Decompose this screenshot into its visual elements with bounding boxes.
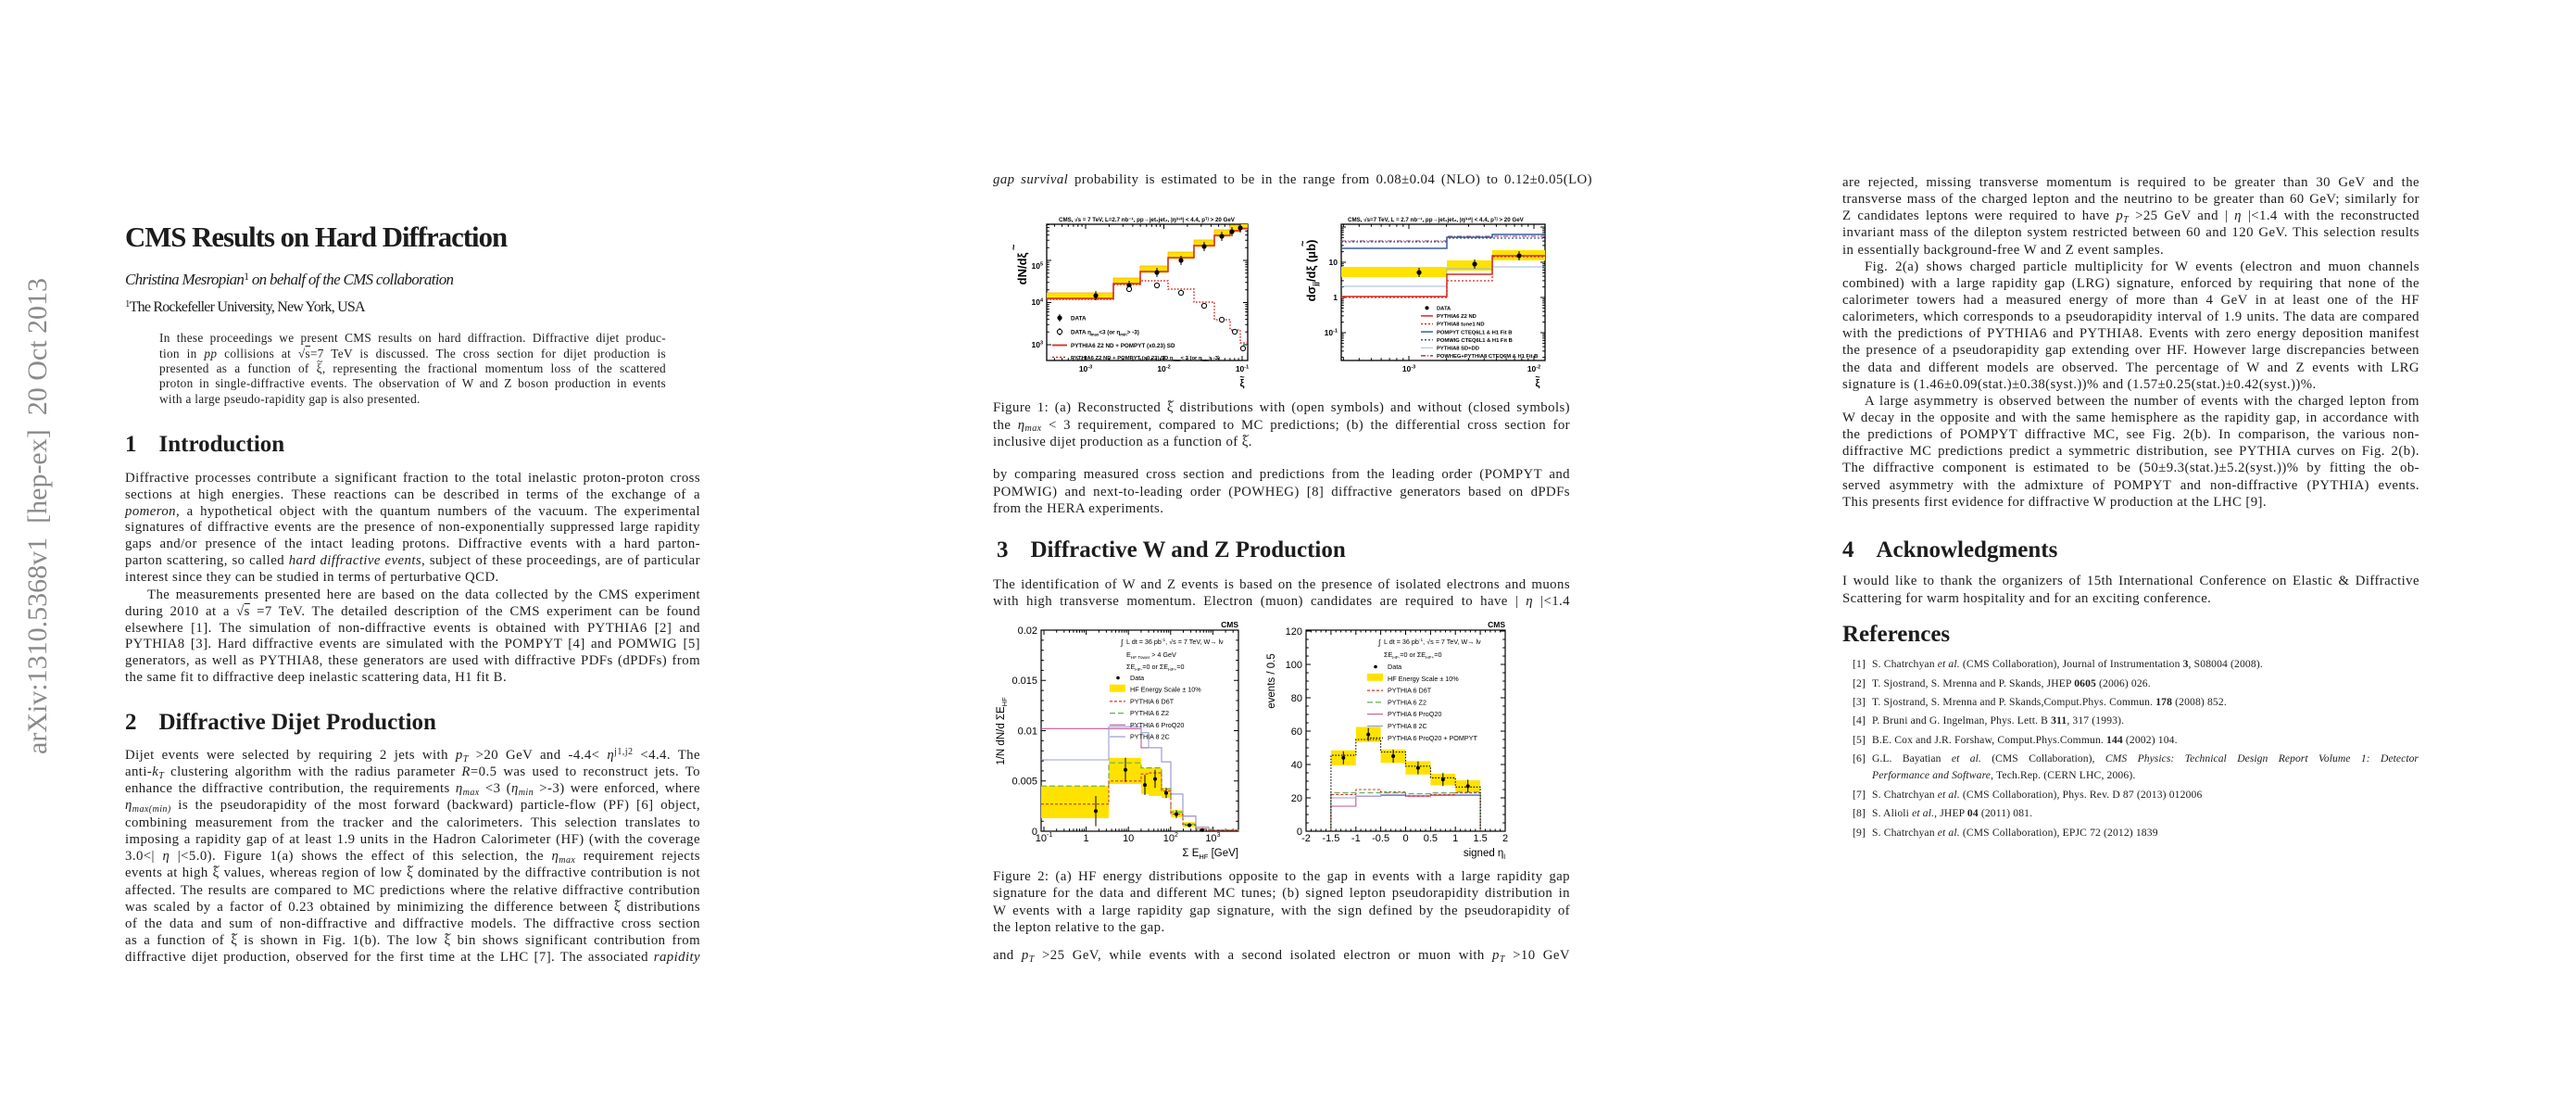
svg-text:POMPYT CTEQ6L1 & H1 Fit B: POMPYT CTEQ6L1 & H1 Fit B	[1437, 330, 1513, 335]
svg-text:POMWIG CTEQ6L1 & H1 Fit B: POMWIG CTEQ6L1 & H1 Fit B	[1437, 338, 1513, 344]
svg-text:0.015: 0.015	[1012, 676, 1037, 687]
svg-text:1: 1	[1452, 833, 1458, 844]
svg-text:-2: -2	[1301, 833, 1311, 844]
svg-text:1/N dN/d ΣEHF: 1/N dN/d ΣEHF	[996, 697, 1009, 765]
svg-text:0.5: 0.5	[1424, 833, 1438, 844]
svg-text:102: 102	[1163, 832, 1178, 844]
svg-text:10: 10	[1123, 833, 1134, 844]
svg-text:ξ: ξ	[1536, 378, 1540, 389]
svg-text:POWHEG+PYTHIA8 CTEQ6M & H1 Fit: POWHEG+PYTHIA8 CTEQ6M & H1 Fit B	[1437, 354, 1538, 360]
svg-text:10-2: 10-2	[1157, 364, 1170, 373]
svg-text:PYTHIA6 Z2 ND: PYTHIA6 Z2 ND	[1437, 314, 1476, 320]
svg-text:PYTHIA8 SD+DD: PYTHIA8 SD+DD	[1437, 347, 1479, 352]
svg-text:40: 40	[1291, 760, 1302, 771]
svg-text:60: 60	[1291, 727, 1302, 738]
svg-text:PYTHIA 6 ProQ20: PYTHIA 6 ProQ20	[1388, 710, 1441, 718]
svg-text:ξ: ξ	[1240, 378, 1245, 389]
svg-text:~: ~	[1239, 373, 1244, 382]
svg-text:0.01: 0.01	[1018, 727, 1037, 738]
svg-text:20: 20	[1291, 793, 1302, 804]
svg-text:0: 0	[1032, 827, 1037, 838]
svg-text:100: 100	[1286, 660, 1302, 671]
svg-text:2: 2	[1502, 833, 1508, 844]
svg-text:signed ηl: signed ηl	[1464, 848, 1505, 861]
svg-text:dσjj/dξ (μb): dσjj/dξ (μb)	[1304, 240, 1320, 302]
svg-text:0.02: 0.02	[1018, 626, 1037, 637]
svg-text:PYTHIA6 Z2 ND + POMPYT (x0.23): PYTHIA6 Z2 ND + POMPYT (x0.23) SD ηmax< …	[1071, 356, 1220, 362]
svg-text:∫: ∫	[1120, 638, 1124, 647]
svg-text:PYTHIA 6 Z2: PYTHIA 6 Z2	[1388, 698, 1426, 706]
svg-text:PYTHIA8 tune1 ND: PYTHIA8 tune1 ND	[1437, 322, 1485, 328]
svg-text:ΣEHF-=0 or ΣEHF+=0: ΣEHF-=0 or ΣEHF+=0	[1384, 651, 1441, 661]
svg-text:PYTHIA 6 ProQ20: PYTHIA 6 ProQ20	[1130, 721, 1184, 729]
svg-text:80: 80	[1291, 693, 1302, 704]
svg-text:-1: -1	[1351, 833, 1361, 844]
svg-text:1.5: 1.5	[1473, 833, 1487, 844]
svg-text:CMS, √s=7 TeV, L = 2.7 nb⁻¹,: CMS, √s=7 TeV, L = 2.7 nb⁻¹, pp→jet₁jet₂…	[1348, 217, 1525, 223]
svg-text:0.005: 0.005	[1012, 777, 1037, 788]
svg-text:1: 1	[1084, 833, 1089, 844]
svg-text:HF Energy Scale ± 10%: HF Energy Scale ± 10%	[1388, 675, 1459, 683]
svg-text:10-3: 10-3	[1079, 364, 1092, 373]
svg-text:PYTHIA 6 D6T: PYTHIA 6 D6T	[1388, 687, 1432, 695]
svg-text:~: ~	[1298, 240, 1309, 246]
svg-text:0: 0	[1297, 827, 1302, 838]
svg-text:0: 0	[1402, 833, 1408, 844]
svg-text:10-2: 10-2	[1527, 364, 1540, 373]
svg-text:CMS: CMS	[1488, 620, 1505, 629]
svg-text:104: 104	[1031, 297, 1043, 307]
svg-text:~: ~	[1010, 244, 1020, 250]
svg-text:Data: Data	[1130, 674, 1144, 682]
svg-text:-1.5: -1.5	[1322, 833, 1339, 844]
svg-text:EHF Tower > 4 GeV: EHF Tower > 4 GeV	[1126, 651, 1176, 661]
svg-text:1: 1	[1333, 293, 1338, 302]
svg-text:DATA: DATA	[1437, 307, 1451, 312]
svg-text:PYTHIA 8 2C: PYTHIA 8 2C	[1130, 733, 1170, 741]
svg-text:PYTHIA 6 Z2: PYTHIA 6 Z2	[1130, 709, 1169, 717]
svg-text:10-1: 10-1	[1036, 832, 1053, 844]
svg-text:dN/dξ: dN/dξ	[1015, 252, 1029, 284]
svg-text:10: 10	[1329, 258, 1338, 267]
svg-text:Data: Data	[1388, 663, 1401, 671]
svg-text:DATA ηmax<3 (or ηmin> -3): DATA ηmax<3 (or ηmin> -3)	[1071, 330, 1139, 337]
svg-text:HF Energy Scale ± 10%: HF Energy Scale ± 10%	[1130, 686, 1201, 694]
svg-text:CMS: CMS	[1221, 620, 1238, 629]
svg-text:PYTHIA6 Z2 ND + POMPYT (x0.23): PYTHIA6 Z2 ND + POMPYT (x0.23) SD	[1071, 343, 1175, 349]
svg-text:10-3: 10-3	[1402, 364, 1415, 373]
svg-text:ΣEHF-=0 or ΣEHF+=0: ΣEHF-=0 or ΣEHF+=0	[1126, 663, 1184, 673]
svg-text:10-1: 10-1	[1325, 328, 1338, 337]
svg-text:Σ EHF [GeV]: Σ EHF [GeV]	[1182, 848, 1238, 861]
svg-text:10-1: 10-1	[1236, 364, 1249, 373]
svg-text:PYTHIA 8 2C: PYTHIA 8 2C	[1388, 722, 1427, 730]
svg-text:PYTHIA 6 D6T: PYTHIA 6 D6T	[1130, 697, 1175, 705]
svg-text:L dt = 36 pb-1, √s = 7 TeV, W: L dt = 36 pb-1, √s = 7 TeV, W→ lν	[1384, 638, 1481, 646]
svg-text:CMS, √s = 7 TeV, L=2.7 nb⁻¹, p: CMS, √s = 7 TeV, L=2.7 nb⁻¹, pp→jet₁jet₂…	[1059, 217, 1236, 223]
svg-text:L dt = 36 pb-1, √s = 7 TeV, W: L dt = 36 pb-1, √s = 7 TeV, W→ lν	[1126, 638, 1224, 646]
svg-text:PYTHIA 6 ProQ20 + POMPYT: PYTHIA 6 ProQ20 + POMPYT	[1388, 734, 1477, 742]
svg-text:103: 103	[1205, 832, 1220, 844]
svg-text:105: 105	[1031, 261, 1043, 271]
svg-text:∫: ∫	[1377, 638, 1381, 647]
svg-text:DATA: DATA	[1071, 316, 1087, 322]
svg-text:103: 103	[1031, 340, 1043, 349]
svg-text:events / 0.5: events / 0.5	[1266, 653, 1277, 708]
svg-text:-0.5: -0.5	[1372, 833, 1389, 844]
svg-text:~: ~	[1535, 373, 1539, 382]
svg-text:120: 120	[1286, 626, 1302, 638]
